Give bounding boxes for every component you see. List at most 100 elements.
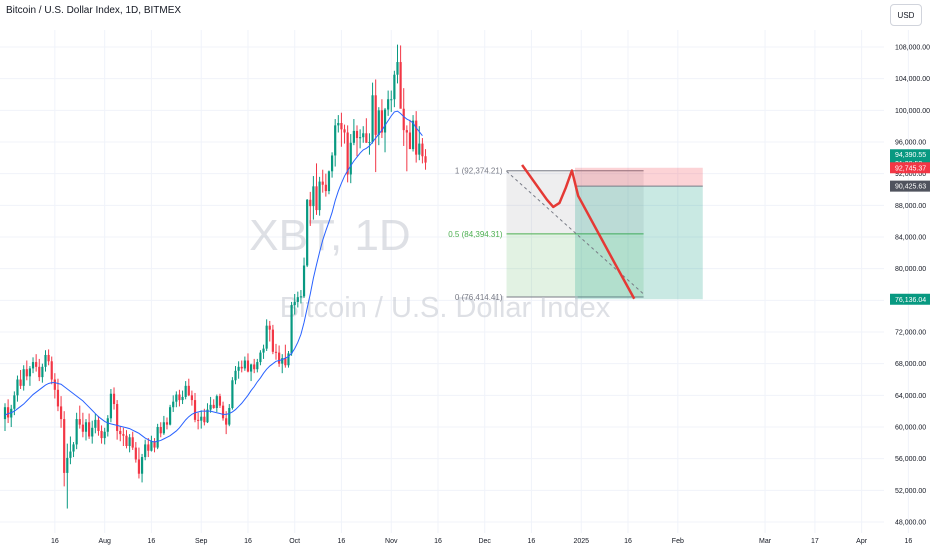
candle-body (41, 366, 44, 378)
x-tick-label: Feb (672, 538, 684, 545)
candle-body (411, 120, 415, 150)
candle-body (50, 361, 53, 380)
candle-body (274, 351, 278, 353)
candle-body (318, 181, 321, 211)
candle-body (334, 125, 337, 156)
candle-body (31, 362, 35, 369)
candle-body (355, 130, 359, 139)
chart-title: Bitcoin / U.S. Dollar Index, 1D, BITMEX (6, 5, 182, 16)
candle-body (156, 427, 159, 448)
candle-body (137, 459, 141, 474)
candle-body (168, 407, 172, 425)
candles (3, 44, 427, 509)
candle-body (278, 352, 281, 364)
x-axis: 16 Aug 16 Sep 16 Oct 16 Nov 16 Dec 16 2025 16 Feb Mar 1… (51, 538, 912, 545)
candle-body (287, 353, 290, 366)
fib-zone-lower (506, 233, 644, 298)
x-tick-label: 16 (51, 538, 59, 545)
candle-body (265, 325, 268, 349)
x-tick-label: 2025 (573, 538, 589, 545)
candle-body (147, 444, 150, 451)
candle-body (380, 110, 384, 133)
candle-body (162, 422, 165, 434)
candle-body (346, 132, 349, 175)
ma-line (4, 110, 423, 443)
currency-selector[interactable]: USD (890, 4, 922, 26)
candle-body (387, 99, 390, 110)
candle-body (377, 110, 380, 135)
candle-body (72, 444, 75, 452)
candle-body (315, 186, 318, 211)
candle-body (200, 416, 203, 421)
candle-body (16, 379, 19, 396)
candle-body (262, 348, 265, 353)
candle-body (209, 404, 212, 410)
y-tick-label: 52,000.00 (895, 488, 926, 495)
fib-level-label: 1 (92,374.21) (455, 167, 503, 176)
candle-body (122, 434, 125, 436)
fib-level-label: 0 (76,414.41) (455, 293, 503, 302)
price-tags: 94,390.5521:28:5392,745.3790,425.6376,13… (890, 149, 930, 305)
candle-body (25, 369, 28, 377)
candle-body (69, 451, 72, 458)
candle-body (28, 368, 32, 377)
candle-body (88, 422, 91, 437)
candle-body (312, 186, 315, 207)
candle-body (259, 352, 262, 363)
candle-body (75, 419, 78, 445)
candle-body (290, 305, 293, 354)
candle-body (19, 379, 22, 386)
candle-body (184, 385, 187, 397)
candle-body (175, 394, 178, 402)
candle-body (53, 379, 56, 390)
y-axis: 48,000.00 52,000.00 56,000.00 60,000.00 64,0… (895, 45, 930, 527)
candle-body (7, 407, 10, 418)
fib-level-label: 0.5 (84,394.31) (448, 230, 503, 239)
candle-body (383, 109, 387, 133)
y-tick-label: 108,000.00 (895, 45, 930, 52)
candle-body (109, 393, 113, 419)
candle-body (293, 301, 296, 306)
stop-price-tag-text: 92,745.37 (895, 165, 926, 172)
x-tick-label: 16 (338, 538, 346, 545)
x-tick-label: 16 (624, 538, 632, 545)
y-tick-label: 84,000.00 (895, 235, 926, 242)
candle-body (187, 385, 190, 396)
current-price-tag-text: 94,390.55 (895, 152, 926, 159)
y-tick-label: 80,000.00 (895, 266, 926, 273)
candle-body (268, 325, 271, 330)
candle-body (144, 444, 147, 458)
x-tick-label: 16 (244, 538, 252, 545)
candle-body (112, 393, 116, 405)
candle-body (271, 329, 274, 352)
candle-body (352, 130, 355, 143)
candle-body (421, 143, 424, 157)
candle-body (150, 441, 153, 451)
candle-body (246, 360, 250, 372)
stop-price-tag-bg (890, 162, 930, 174)
candle-body (253, 364, 256, 370)
watermark: XBT, 1D Bitcoin / U.S. Dollar Index (249, 211, 610, 324)
candle-body (408, 132, 412, 150)
candle-body (393, 74, 396, 100)
candle-body (243, 360, 246, 369)
candle-body (362, 133, 365, 138)
candle-body (231, 380, 234, 408)
candle-body (249, 364, 253, 372)
y-tick-label: 100,000.00 (895, 108, 930, 115)
candle-body (396, 62, 399, 75)
candle-body (212, 404, 215, 408)
candle-body (225, 418, 228, 425)
candle-body (178, 394, 181, 401)
candle-body (327, 171, 331, 192)
candle-body (240, 366, 243, 369)
y-tick-label: 96,000.00 (895, 140, 926, 147)
candle-body (309, 199, 312, 207)
candle-body (349, 142, 352, 175)
y-tick-label: 56,000.00 (895, 456, 926, 463)
candle-body (415, 120, 418, 155)
candle-body (418, 143, 421, 155)
candle-body (181, 396, 184, 401)
candle-body (405, 130, 408, 133)
